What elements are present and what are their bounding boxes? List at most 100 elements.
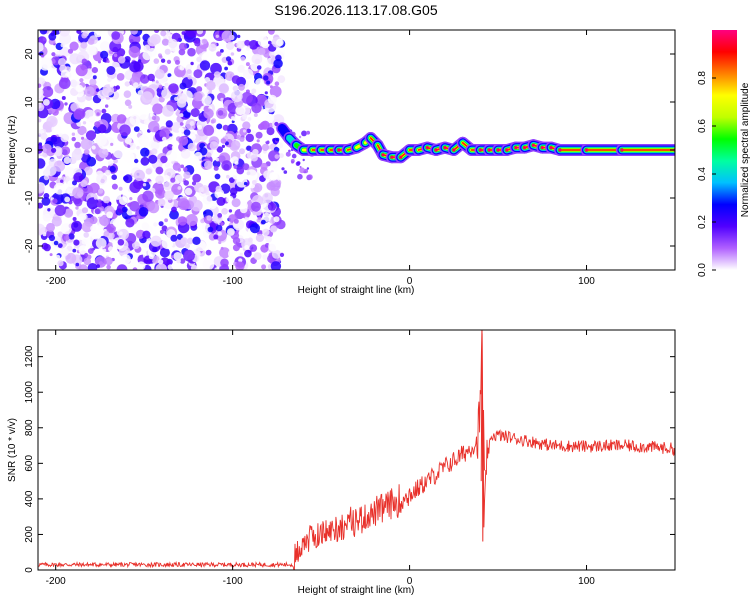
noise-blob [176,258,182,264]
noise-blob [209,201,217,209]
noise-blob [236,40,245,49]
noise-blob [69,41,79,51]
noise-blob [90,228,102,240]
noise-blob [65,252,77,264]
noise-blob [236,166,245,175]
noise-blob [196,212,204,220]
noise-blob [75,64,88,77]
noise-blob [270,160,278,169]
noise-blob [231,75,241,84]
noise-blob [109,83,115,88]
noise-blob [141,138,150,147]
noise-blob [161,237,174,250]
spectrogram-y-label: Frequency (Hz) [7,116,18,185]
noise-blob [107,77,112,82]
noise-blob [245,169,258,182]
noise-blob [281,167,285,171]
x-tick-label: -100 [223,276,243,287]
noise-blob [161,206,171,216]
ridge-peak [584,148,589,152]
colorbar-tick-label: 0.8 [697,71,708,85]
noise-blob [127,144,131,148]
noise-blob [277,75,286,83]
noise-blob [158,259,164,265]
noise-blob [116,114,127,124]
noise-blob [215,34,219,38]
noise-blob [149,181,153,185]
noise-blob [252,183,263,193]
noise-blob [143,118,151,125]
noise-blob [89,182,100,194]
noise-blob [213,165,219,171]
noise-blob [73,172,84,183]
noise-blob [232,85,239,92]
noise-blob [59,46,70,58]
noise-blob [55,254,61,260]
noise-blob [185,214,198,226]
noise-blob [222,124,229,131]
noise-blob [232,237,241,245]
noise-blob [176,233,183,240]
noise-blob [46,217,51,222]
ridge-peak [549,146,553,150]
noise-blob [76,30,82,34]
noise-blob [129,197,133,201]
noise-blob [91,67,98,74]
noise-blob [251,180,257,185]
x-tick-label: -100 [223,576,243,587]
noise-blob [86,45,97,56]
noise-blob [187,75,192,80]
noise-blob [262,212,272,222]
noise-blob [251,53,263,65]
noise-blob [42,213,51,222]
noise-blob [186,69,192,75]
snr-line [38,330,675,570]
noise-blob [46,86,51,91]
noise-blob [142,249,147,254]
noise-blob [238,83,245,91]
noise-blob [214,267,220,270]
noise-blob [90,225,97,232]
noise-blob [112,219,121,228]
noise-blob [173,251,182,261]
noise-blob [82,121,87,125]
noise-blob [159,229,165,234]
noise-blob [66,263,71,267]
noise-blob [73,239,80,246]
noise-blob [242,114,248,120]
noise-blob [140,156,150,166]
noise-blob [92,75,97,80]
ridge-peak [514,146,518,150]
noise-blob [123,90,132,98]
y-tick-label: 400 [24,490,35,507]
noise-blob [93,196,98,200]
noise-blob [129,60,141,73]
noise-blob [38,143,44,154]
noise-blob [176,93,188,104]
noise-blob [233,165,238,169]
noise-blob [167,264,173,270]
noise-blob [84,252,89,258]
y-tick-label: -20 [24,238,35,253]
colorbar-tick-label: 0.6 [697,119,708,133]
noise-blob [46,222,55,232]
noise-blob [155,263,168,270]
noise-blob [133,169,145,181]
noise-blob [163,86,167,90]
noise-blob [169,209,179,220]
noise-blob [291,160,294,164]
noise-blob [38,42,44,52]
noise-blob [258,47,266,56]
noise-blob [83,149,90,155]
noise-blob [148,202,160,214]
noise-blob [97,124,107,134]
noise-blob [218,240,222,245]
noise-blob [171,206,177,213]
noise-blob [216,196,226,206]
noise-blob [109,165,116,173]
noise-blob [296,161,301,165]
noise-blob [231,198,241,208]
noise-blob [108,242,113,248]
noise-blob [216,51,222,57]
noise-blob [270,261,282,270]
